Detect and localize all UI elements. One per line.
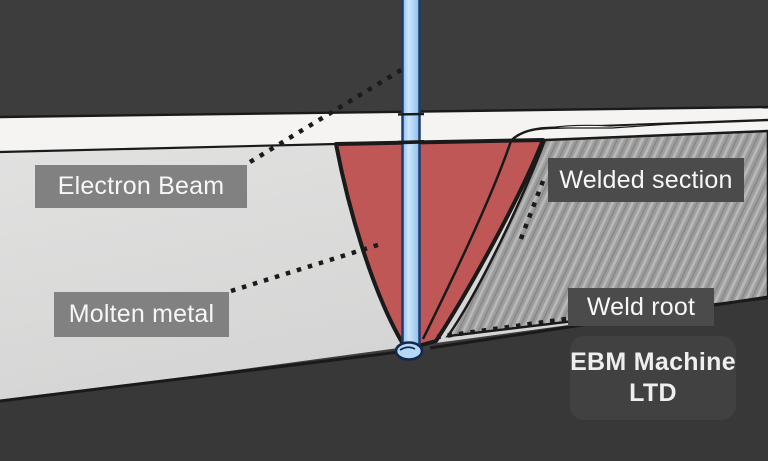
plate-front-top-edge <box>0 142 337 154</box>
leader-electron-beam <box>248 65 408 164</box>
molten-top-edge-over-beam <box>397 140 425 145</box>
electron-beam <box>403 0 419 350</box>
molten-metal-label: Molten metal <box>54 292 229 337</box>
molten-solidified-boundary <box>421 140 513 340</box>
weld-bead-highlight <box>547 121 701 129</box>
watermark-line1: EBM Machine <box>570 347 736 376</box>
base-plate-top-face <box>0 107 768 152</box>
weld-root-label: Weld root <box>568 288 714 326</box>
molten-metal-label-text: Molten metal <box>68 300 215 328</box>
watermark-line2: LTD <box>629 379 677 407</box>
welded-section-label-text: Welded section <box>559 165 733 194</box>
weld-root-label-text: Weld root <box>586 292 696 321</box>
watermark-badge: EBM Machine LTD <box>570 336 736 420</box>
leader-molten-metal <box>230 240 385 294</box>
plate-back-edge <box>0 105 768 119</box>
electron-beam-label-text: Electron Beam <box>57 172 225 200</box>
electron-beam-label: Electron Beam <box>35 165 247 208</box>
weld-root-droplet <box>394 341 424 361</box>
welded-section-label: Welded section <box>548 158 744 202</box>
weld-root-droplet-swirl <box>399 346 416 351</box>
